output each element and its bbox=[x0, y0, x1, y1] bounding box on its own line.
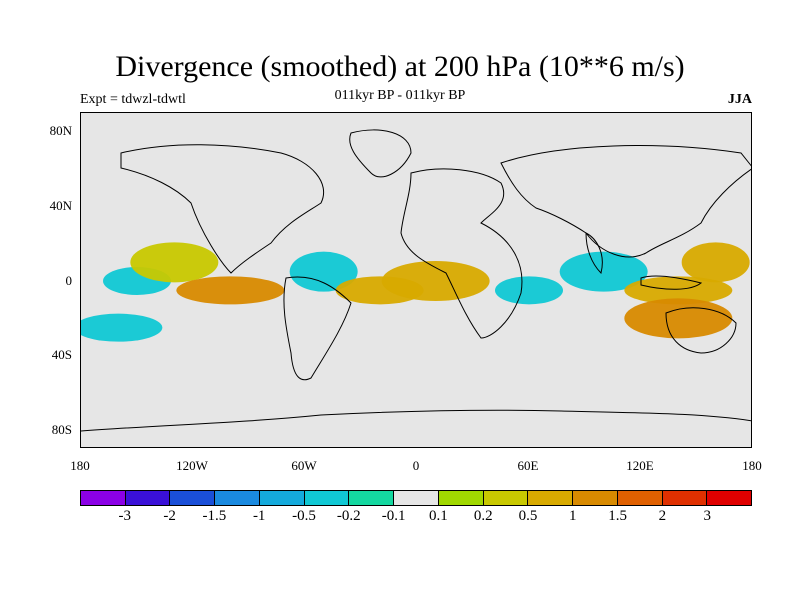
colorbar-label: 2 bbox=[658, 508, 667, 524]
divergence-anomaly bbox=[176, 276, 285, 305]
colorbar-label: 0.2 bbox=[473, 508, 493, 524]
colorbar bbox=[80, 490, 752, 506]
lon-label: 60E bbox=[517, 458, 539, 473]
colorbar-label: 3 bbox=[703, 508, 711, 524]
colorbar-label: 1 bbox=[569, 508, 577, 524]
colorbar-swatch bbox=[394, 491, 439, 505]
colorbar-label: -0.2 bbox=[336, 508, 361, 524]
colorbar-label: -0.1 bbox=[381, 508, 406, 524]
lon-label: 180 bbox=[742, 458, 762, 473]
colorbar-label: -1.5 bbox=[202, 508, 227, 524]
divergence-anomaly bbox=[559, 251, 648, 292]
lon-label: 0 bbox=[412, 458, 420, 473]
colorbar-label: -1 bbox=[252, 508, 266, 524]
colorbar-swatch bbox=[215, 491, 260, 505]
plot-subtitle: 011kyr BP - 011kyr BP bbox=[334, 88, 466, 103]
colorbar-swatch bbox=[662, 491, 708, 505]
divergence-anomaly bbox=[681, 242, 750, 283]
map-panel bbox=[80, 112, 752, 448]
colorbar-label: 1.5 bbox=[608, 508, 627, 524]
divergence-map bbox=[81, 129, 751, 432]
colorbar-swatch bbox=[528, 491, 574, 505]
colorbar-swatch bbox=[304, 491, 350, 505]
colorbar-label: 0.1 bbox=[429, 508, 448, 524]
colorbar-label: -3 bbox=[118, 508, 132, 524]
season-label: JJA bbox=[727, 92, 752, 107]
divergence-anomaly bbox=[624, 276, 733, 305]
plot-title: Divergence (smoothed) at 200 hPa (10**6 … bbox=[115, 50, 685, 83]
colorbar-swatch bbox=[259, 491, 305, 505]
divergence-anomaly bbox=[624, 298, 733, 339]
colorbar-swatch bbox=[170, 491, 216, 505]
lat-label: 40N bbox=[49, 198, 72, 213]
colorbar-swatch bbox=[349, 491, 395, 505]
colorbar-swatch bbox=[483, 491, 529, 505]
lat-label: 0 bbox=[65, 273, 73, 288]
colorbar-swatch bbox=[573, 491, 618, 505]
divergence-anomaly bbox=[495, 276, 563, 305]
colorbar-label: 0.5 bbox=[518, 508, 538, 524]
lon-label: 120E bbox=[626, 458, 654, 473]
lat-label: 80N bbox=[49, 123, 72, 138]
colorbar-swatch bbox=[125, 491, 171, 505]
colorbar-label: -0.5 bbox=[292, 508, 316, 524]
experiment-label: Expt = tdwzl-tdwtl bbox=[80, 92, 186, 107]
divergence-anomaly bbox=[81, 313, 163, 342]
colorbar-label: -2 bbox=[163, 508, 176, 524]
lon-label: 120W bbox=[176, 458, 208, 473]
coastlines bbox=[81, 129, 751, 432]
colorbar-swatch bbox=[438, 491, 484, 505]
colorbar-swatch bbox=[617, 491, 663, 505]
colorbar-swatch bbox=[707, 491, 752, 505]
lat-label: 80S bbox=[51, 422, 72, 437]
lon-label: 180 bbox=[70, 458, 90, 473]
colorbar-swatch bbox=[81, 491, 126, 505]
divergence-anomaly bbox=[289, 251, 358, 292]
lat-label: 40S bbox=[51, 347, 72, 362]
divergence-anomaly bbox=[381, 261, 490, 301]
lon-label: 60W bbox=[291, 458, 317, 473]
divergence-anomaly bbox=[130, 242, 219, 283]
